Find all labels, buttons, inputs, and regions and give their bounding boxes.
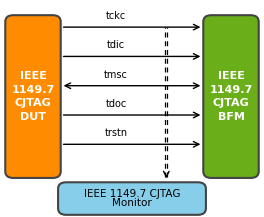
Text: 1149.7: 1149.7 [11,85,55,95]
Text: DUT: DUT [20,112,46,122]
Text: 1149.7: 1149.7 [209,85,253,95]
Text: CJTAG: CJTAG [15,98,51,108]
Text: tckc: tckc [106,11,126,21]
FancyBboxPatch shape [58,182,206,215]
Text: IEEE: IEEE [20,71,46,81]
Text: tdic: tdic [107,40,125,50]
Text: Monitor: Monitor [112,198,152,209]
FancyBboxPatch shape [5,15,61,178]
Text: tmsc: tmsc [104,70,128,80]
Text: tdoc: tdoc [106,99,127,109]
Text: IEEE: IEEE [218,71,244,81]
Text: IEEE 1149.7 CJTAG: IEEE 1149.7 CJTAG [84,189,180,199]
Text: trstn: trstn [105,128,128,138]
Text: BFM: BFM [218,112,244,122]
FancyBboxPatch shape [203,15,259,178]
Text: CJTAG: CJTAG [213,98,249,108]
